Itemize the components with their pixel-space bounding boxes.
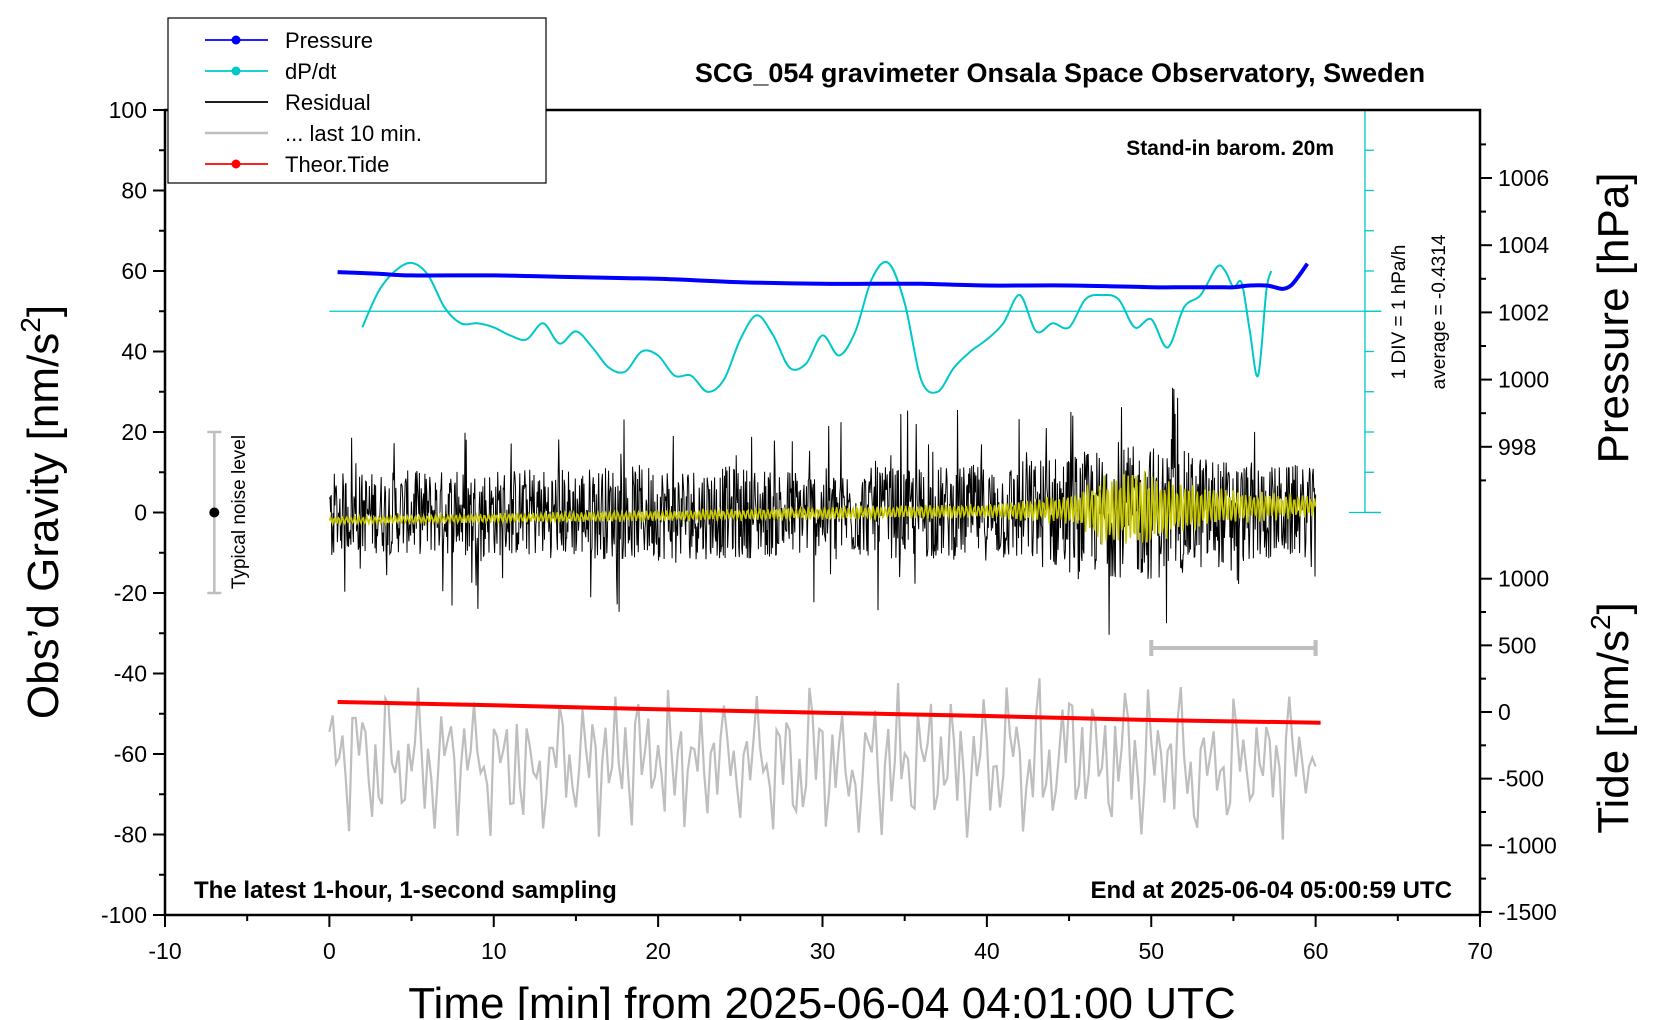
barometer-annotation: Stand-in barom. 20m [1126, 137, 1334, 160]
y-tick-label: 60 [121, 258, 147, 284]
x-tick-label: 0 [323, 938, 336, 964]
x-tick-label: -10 [148, 938, 181, 964]
y-tick-label: -40 [114, 661, 147, 687]
pressure-tick-label: 998 [1498, 434, 1536, 460]
pressure-tick-label: 1006 [1498, 165, 1549, 191]
pressure-tick-label: 1000 [1498, 367, 1549, 393]
div-annotation: 1 DIV = 1 hPa/h [1389, 245, 1410, 380]
legend-label: ... last 10 min. [285, 121, 422, 146]
x-axis-label: Time [min] from 2025-06-04 04:01:00 UTC [408, 979, 1235, 1020]
x-tick-label: 30 [810, 938, 836, 964]
legend-label: Residual [285, 90, 371, 115]
tide-tick-label: 0 [1498, 699, 1511, 725]
tide-series-line [337, 700, 1321, 725]
y-tick-label: 40 [121, 339, 147, 365]
y-tick-label: -100 [101, 902, 147, 928]
legend: Pressure dP/dt Residual ... last 10 min. The… [167, 17, 547, 184]
filtered-series-line [328, 470, 1317, 545]
y-tick-label: -20 [114, 580, 147, 606]
tide-tick-label: 500 [1498, 632, 1536, 658]
noise-annotation: Typical noise level [229, 435, 250, 589]
x-tick-label: 50 [1138, 938, 1164, 964]
legend-label: Pressure [285, 28, 373, 53]
x-tick-label: 70 [1467, 938, 1493, 964]
pressure-tick-label: 1004 [1498, 232, 1549, 258]
last-10-min-series-line [328, 678, 1317, 840]
y-tick-label: 80 [121, 178, 147, 204]
x-tick-label: 20 [645, 938, 671, 964]
tide-axis-label-sup: 2 [1585, 614, 1616, 630]
noise-level-dot [209, 507, 220, 518]
legend-box [167, 17, 547, 184]
legend-swatch-marker [231, 159, 241, 169]
y-axis-label-left-close: ] [19, 305, 68, 317]
legend-swatch-marker [231, 66, 241, 76]
chart-title: SCG_054 gravimeter Onsala Space Observat… [695, 58, 1425, 88]
pressure-tick-label: 1002 [1498, 299, 1549, 325]
y-tick-label: -60 [114, 741, 147, 767]
tide-axis-label-close: ] [1589, 602, 1638, 614]
end-annotation: End at 2025-06-04 05:00:59 UTC [1091, 877, 1453, 904]
latest-annotation: The latest 1-hour, 1-second sampling [194, 877, 617, 904]
y-axis-label-left: Obs’d Gravity [nm/s2] [15, 305, 68, 719]
average-annotation: average = -0.4314 [1429, 234, 1450, 389]
x-tick-label: 40 [974, 938, 1000, 964]
y-tick-label: -80 [114, 822, 147, 848]
tide-tick-label: 1000 [1498, 566, 1549, 592]
pressure-axis-label: Pressure [hPa] [1589, 172, 1638, 463]
x-tick-label: 10 [481, 938, 507, 964]
pressure-series-line [337, 262, 1310, 291]
series-layer [207, 109, 1382, 840]
axes-layer: -10 0 10 20 30 40 50 60 70-100-80-60-40-20020406… [101, 97, 1557, 964]
tide-axis-label-main: Tide [nm/s [1589, 630, 1638, 834]
x-tick-label: 60 [1303, 938, 1329, 964]
tide-tick-label: -1000 [1498, 832, 1557, 858]
y-tick-label: 0 [134, 500, 147, 526]
y-axis-label-left-sup: 2 [15, 317, 46, 333]
legend-swatch-marker [231, 35, 241, 45]
tide-tick-label: -500 [1498, 766, 1544, 792]
legend-label: dP/dt [285, 59, 336, 84]
tide-axis-label: Tide [nm/s2] [1585, 602, 1638, 834]
residual-series-line [328, 387, 1317, 635]
dpdt-series-line [361, 260, 1273, 394]
y-tick-label: 20 [121, 419, 147, 445]
legend-label: Theor.Tide [285, 152, 389, 177]
y-axis-label-left-main: Obs’d Gravity [nm/s [19, 333, 68, 719]
y-tick-label: 100 [109, 97, 147, 123]
tide-tick-label: -1500 [1498, 899, 1557, 925]
